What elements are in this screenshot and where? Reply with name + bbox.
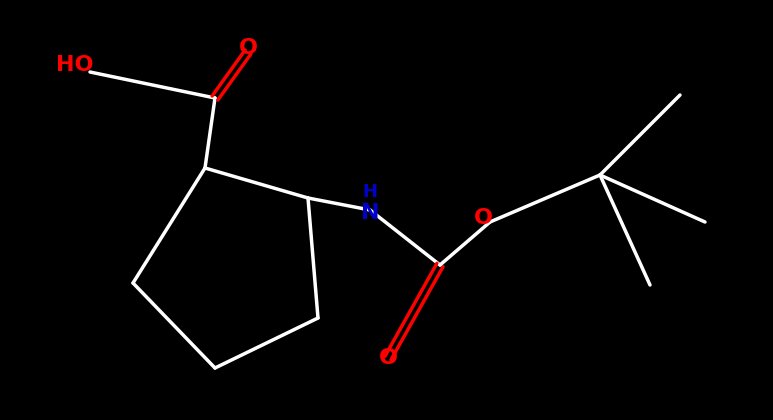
Text: O: O <box>474 208 492 228</box>
Text: O: O <box>379 348 397 368</box>
Text: O: O <box>239 38 257 58</box>
Text: N: N <box>361 203 380 223</box>
Text: HO: HO <box>56 55 94 75</box>
Text: H: H <box>363 183 377 201</box>
